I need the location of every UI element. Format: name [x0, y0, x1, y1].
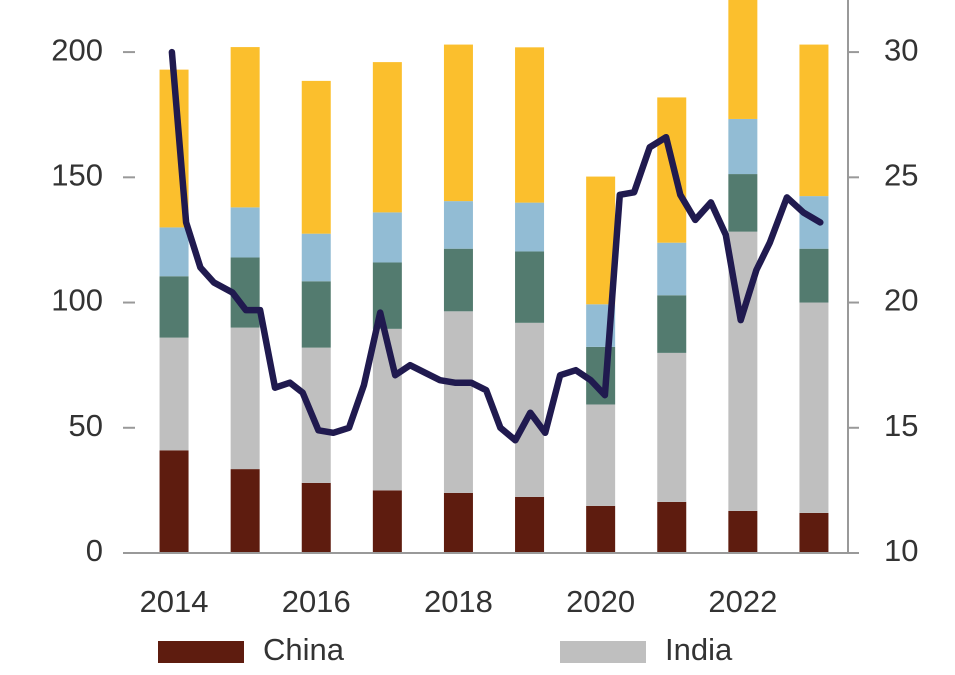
y-tick-label: 200: [51, 32, 103, 67]
bar-segment: [728, 0, 758, 119]
legend-label: India: [665, 632, 733, 667]
bar-segment: [443, 248, 473, 312]
bar-segment: [301, 281, 331, 348]
y-tick-label: 100: [51, 283, 103, 318]
bar-segment: [443, 44, 473, 202]
x-tick-label: 2020: [566, 584, 635, 619]
bar-segment: [799, 248, 829, 303]
bar-segment: [372, 212, 402, 263]
bar-segment: [799, 512, 829, 553]
bar-segment: [657, 242, 687, 296]
bar-segment: [372, 62, 402, 213]
bar-segment: [515, 251, 545, 323]
bar-segment: [230, 469, 260, 553]
y-tick-label: 50: [69, 408, 103, 443]
bar-segment: [657, 501, 687, 553]
bar-segment: [301, 80, 331, 234]
bar-segment: [443, 492, 473, 553]
bar-segment: [230, 327, 260, 470]
bar-segment: [443, 311, 473, 493]
x-tick-label: 2022: [708, 584, 777, 619]
bar-segment: [799, 302, 829, 513]
bar-segment: [728, 118, 758, 175]
legend-swatch: [560, 641, 646, 663]
line: [168, 48, 824, 444]
x-tick-label: 2014: [140, 584, 209, 619]
bar-segment: [301, 482, 331, 553]
y2-tick-label: 15: [884, 408, 918, 443]
bar-segment: [515, 496, 545, 553]
bar-segment: [586, 505, 616, 553]
bar-segment: [159, 450, 189, 553]
y2-tick-label: 10: [884, 533, 918, 568]
legend-label: China: [263, 632, 345, 667]
bar-segment: [657, 352, 687, 502]
bar-segment: [515, 202, 545, 252]
bar-segment: [515, 47, 545, 203]
bar-segment: [799, 44, 829, 197]
bar-segment: [657, 295, 687, 353]
legend-swatch: [158, 641, 244, 663]
y2-tick-label: 20: [884, 283, 918, 318]
x-tick-label: 2016: [282, 584, 351, 619]
bar-segment: [301, 347, 331, 483]
bar-segment: [372, 490, 402, 553]
bar-segment: [230, 47, 260, 208]
bar-segment: [586, 404, 616, 506]
bar-segment: [159, 337, 189, 451]
y2-tick-label: 30: [884, 32, 918, 67]
x-tick-label: 2018: [424, 584, 493, 619]
bar-segment: [728, 174, 758, 232]
bar-segment: [230, 207, 260, 258]
bar-segment: [443, 201, 473, 249]
bar-segment: [728, 510, 758, 553]
y2-tick-label: 25: [884, 158, 918, 193]
bar-segment: [159, 227, 189, 277]
y-tick-label: 150: [51, 158, 103, 193]
bar-segment: [301, 233, 331, 282]
bar-segment: [159, 276, 189, 338]
y-tick-label: 0: [86, 533, 103, 568]
